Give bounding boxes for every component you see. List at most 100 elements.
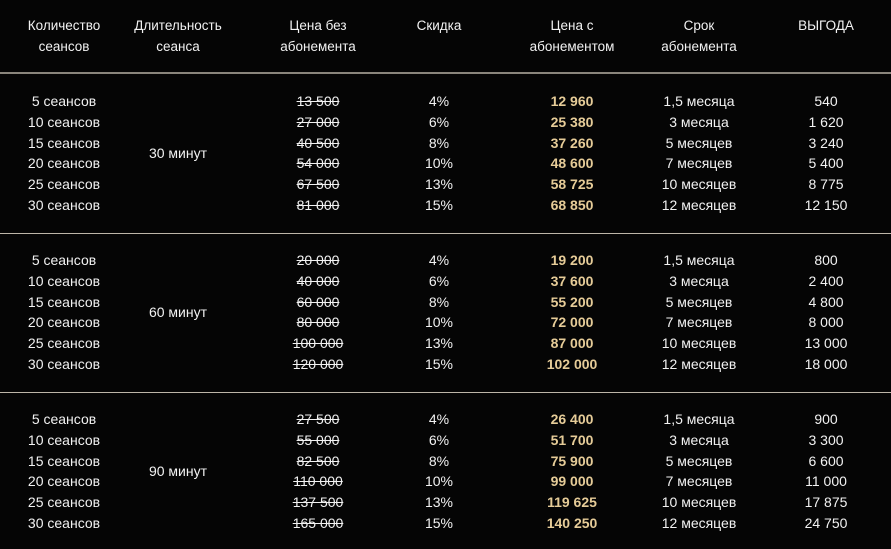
subscription-term: 12 месяцев — [661, 356, 737, 372]
sessions-count: 15 сеансов — [27, 452, 101, 469]
subscription-term: 10 месяцев — [661, 176, 737, 193]
price-with-subscription: 119 625 — [547, 494, 597, 511]
sessions-count: 30 сеансов — [27, 515, 101, 531]
price-without-subscription: 40 500 — [296, 134, 340, 151]
sessions-count: 5 сеансов — [31, 252, 97, 268]
discount: 6% — [428, 431, 450, 448]
price-with-subscription: 68 850 — [550, 197, 594, 213]
sessions-count: 15 сеансов — [27, 293, 101, 310]
price-without-subscription: 54 000 — [296, 155, 340, 172]
header-subscription-term: Срок абонемента — [661, 18, 737, 54]
sessions-count: 20 сеансов — [27, 155, 101, 172]
session-duration: 90 минут — [148, 463, 208, 479]
discount: 13% — [424, 335, 454, 352]
price-without-subscription: 165 000 — [292, 515, 344, 531]
price-without-subscription: 40 000 — [296, 272, 340, 289]
discount: 4% — [428, 252, 450, 268]
sessions-count: 25 сеансов — [27, 335, 101, 352]
sessions-count: 10 сеансов — [27, 113, 101, 130]
savings: 2 400 — [808, 272, 844, 289]
subscription-term: 7 месяцев — [665, 473, 733, 490]
price-with-subscription: 102 000 — [546, 356, 598, 372]
header-price-without-subscription: Цена без абонемента — [280, 18, 356, 54]
sessions-count: 20 сеансов — [27, 473, 101, 490]
discount: 10% — [424, 314, 454, 331]
price-without-subscription: 137 500 — [292, 494, 344, 511]
savings: 11 000 — [805, 473, 847, 490]
price-with-subscription: 140 250 — [546, 515, 598, 531]
subscription-term: 12 месяцев — [661, 515, 737, 531]
price-without-subscription: 20 000 — [296, 252, 340, 268]
header-price-with-subscription: Цена с абонементом — [529, 18, 615, 54]
savings: 17 875 — [804, 494, 848, 511]
sessions-count: 25 сеансов — [27, 494, 101, 511]
price-without-subscription: 27 000 — [296, 113, 340, 130]
header-discount: Скидка — [416, 18, 462, 33]
price-with-subscription: 87 000 — [550, 335, 594, 352]
subscription-term: 5 месяцев — [665, 134, 733, 151]
sessions-count: 10 сеансов — [27, 431, 101, 448]
sessions-count: 25 сеансов — [27, 176, 101, 193]
price-without-subscription: 55 000 — [296, 431, 340, 448]
price-without-subscription: 110 000 — [293, 473, 343, 490]
price-without-subscription: 13 500 — [296, 93, 340, 109]
discount: 10% — [424, 155, 454, 172]
price-without-subscription: 27 500 — [296, 411, 340, 427]
discount: 6% — [428, 113, 450, 130]
subscription-term: 7 месяцев — [665, 155, 733, 172]
price-without-subscription: 120 000 — [292, 356, 344, 372]
price-with-subscription: 12 960 — [550, 93, 594, 109]
subscription-term: 7 месяцев — [665, 314, 733, 331]
discount: 15% — [424, 515, 454, 531]
price-with-subscription: 75 900 — [550, 452, 594, 469]
price-without-subscription: 81 000 — [296, 197, 340, 213]
session-duration: 30 минут — [148, 145, 208, 161]
subscription-term: 5 месяцев — [665, 293, 733, 310]
subscription-term: 1,5 месяца — [663, 411, 735, 427]
price-with-subscription: 48 600 — [550, 155, 594, 172]
header-savings: ВЫГОДА — [798, 18, 854, 33]
discount: 4% — [428, 93, 450, 109]
subscription-term: 3 месяца — [669, 272, 729, 289]
price-without-subscription: 60 000 — [296, 293, 340, 310]
header-divider — [0, 72, 891, 74]
group-divider — [0, 392, 891, 393]
sessions-count: 30 сеансов — [27, 197, 101, 213]
price-with-subscription: 19 200 — [550, 252, 594, 268]
discount: 6% — [428, 272, 450, 289]
discount: 8% — [428, 452, 450, 469]
savings: 4 800 — [808, 293, 844, 310]
session-duration: 60 минут — [148, 304, 208, 320]
sessions-count: 5 сеансов — [31, 411, 97, 427]
price-with-subscription: 37 600 — [550, 272, 594, 289]
price-with-subscription: 58 725 — [550, 176, 594, 193]
discount: 8% — [428, 134, 450, 151]
sessions-count: 5 сеансов — [31, 93, 97, 109]
discount: 13% — [424, 176, 454, 193]
savings: 900 — [814, 411, 838, 427]
savings: 18 000 — [804, 356, 848, 372]
sessions-count: 30 сеансов — [27, 356, 101, 372]
header-sessions-count: Количество сеансов — [27, 18, 101, 54]
savings: 12 150 — [804, 197, 848, 213]
discount: 15% — [424, 356, 454, 372]
subscription-term: 10 месяцев — [661, 494, 737, 511]
price-with-subscription: 55 200 — [550, 293, 594, 310]
subscription-term: 3 месяца — [669, 431, 729, 448]
subscription-term: 1,5 месяца — [663, 252, 735, 268]
subscription-term: 3 месяца — [669, 113, 729, 130]
savings: 3 300 — [808, 431, 844, 448]
discount: 15% — [424, 197, 454, 213]
savings: 8 000 — [808, 314, 844, 331]
savings: 6 600 — [808, 452, 844, 469]
savings: 1 620 — [808, 113, 844, 130]
subscription-term: 10 месяцев — [661, 335, 737, 352]
group-divider — [0, 233, 891, 234]
savings: 8 775 — [808, 176, 844, 193]
price-with-subscription: 25 380 — [550, 113, 594, 130]
discount: 4% — [428, 411, 450, 427]
subscription-term: 12 месяцев — [661, 197, 737, 213]
savings: 540 — [814, 93, 838, 109]
price-without-subscription: 80 000 — [296, 314, 340, 331]
price-with-subscription: 99 000 — [550, 473, 594, 490]
